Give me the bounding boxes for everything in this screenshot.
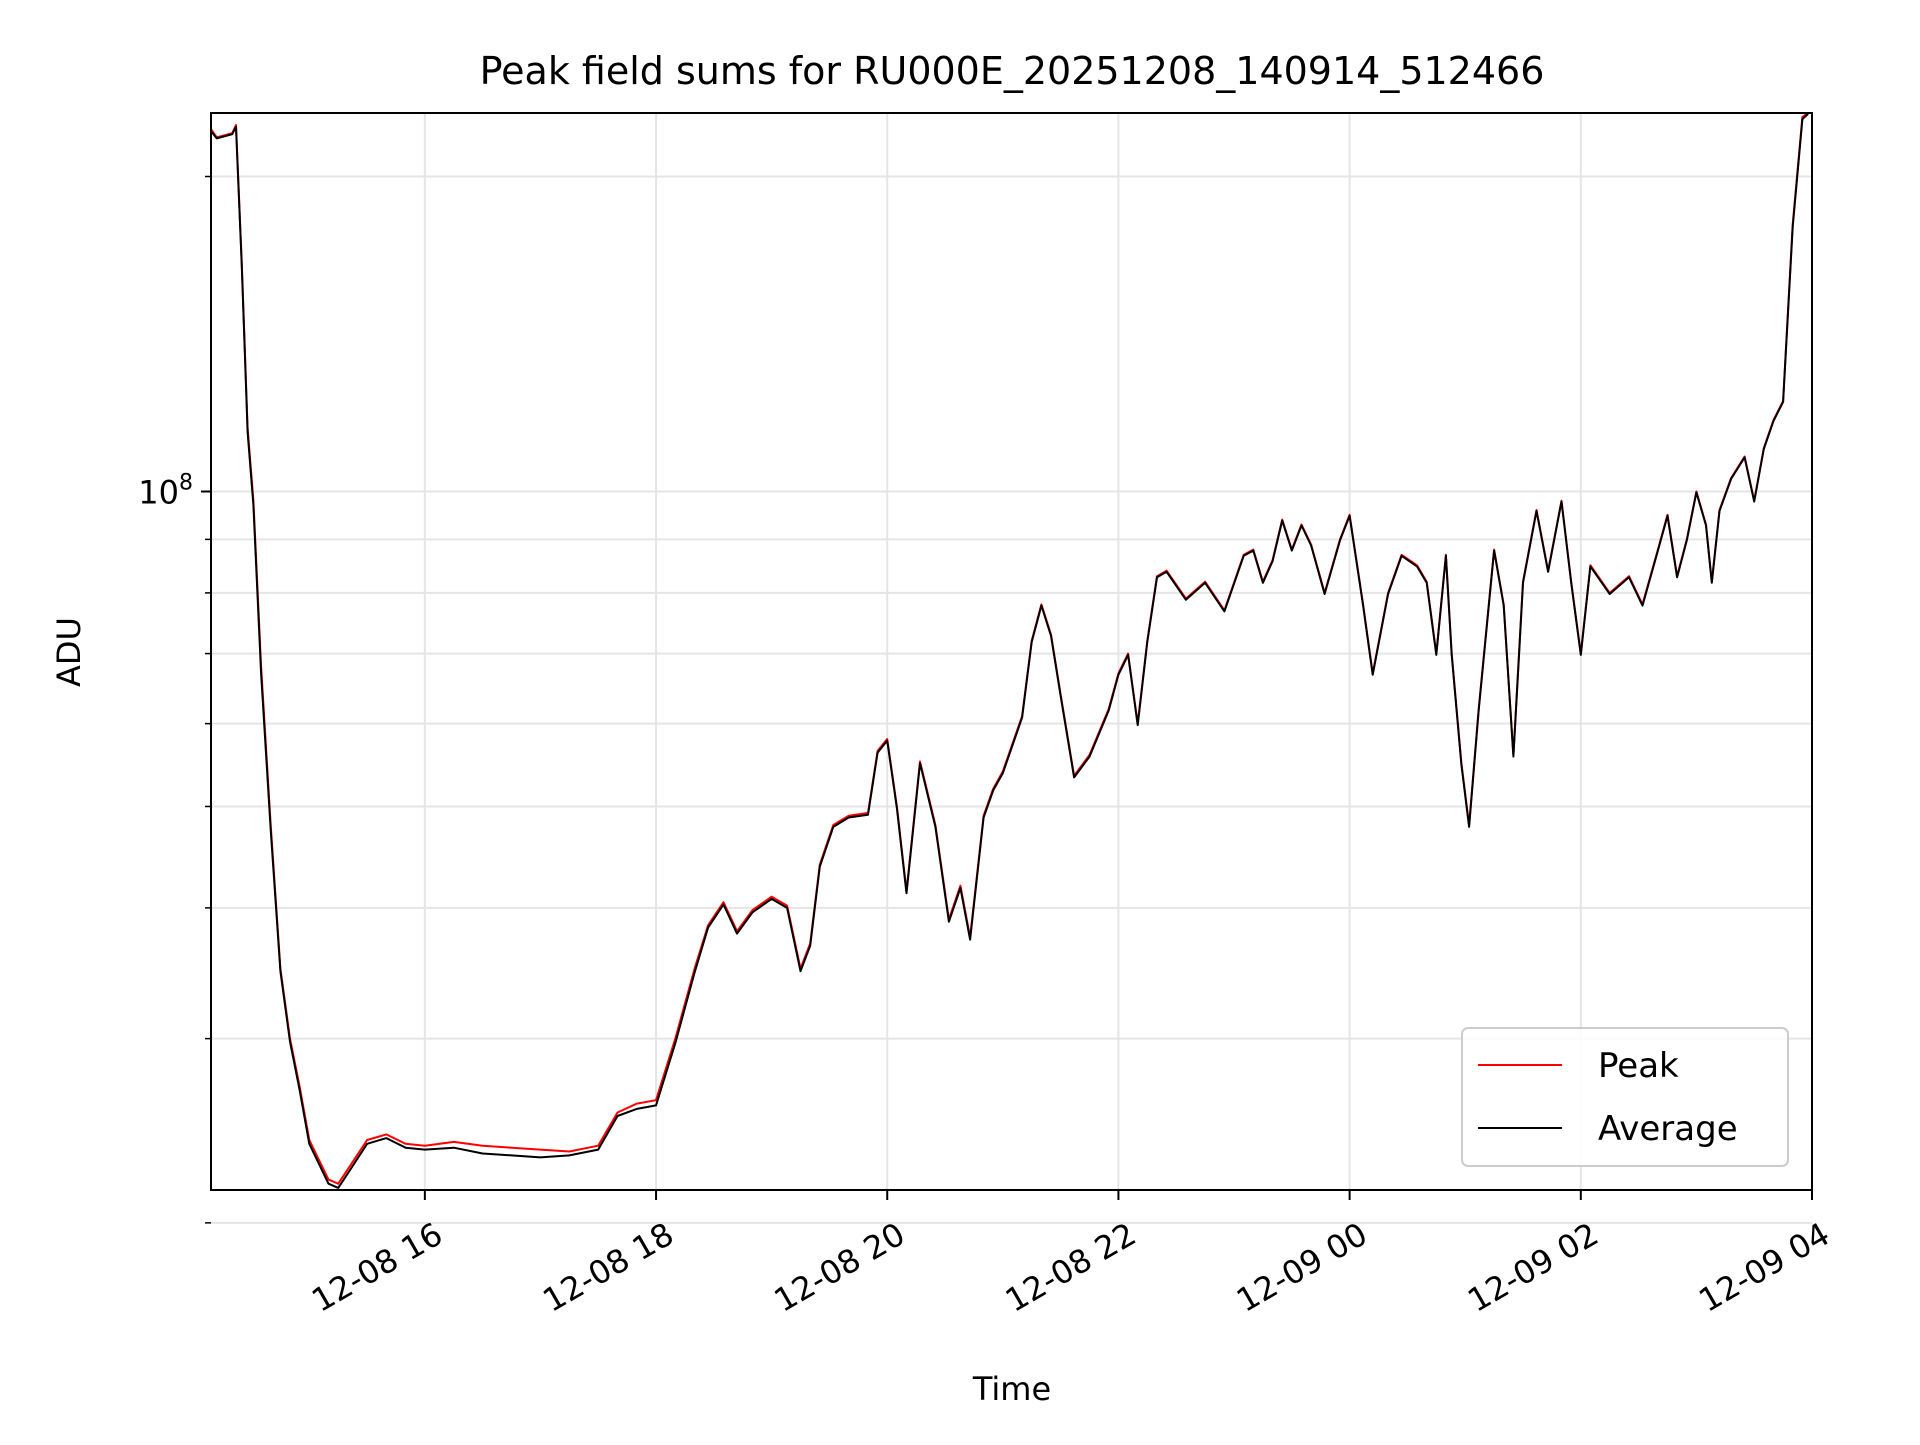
series-line-average: [211, 113, 1809, 1189]
chart-title: Peak field sums for RU000E_20251208_1409…: [480, 49, 1545, 93]
plot-frame: [210, 112, 1813, 1191]
y-axis-label: ADU: [50, 617, 88, 687]
series-layer: [211, 113, 1809, 1189]
legend-box: [1461, 1027, 1789, 1167]
x-axis-label: Time: [972, 1370, 1051, 1408]
legend: Peak Average: [1461, 1027, 1789, 1167]
legend-label-peak: Peak: [1598, 1046, 1679, 1086]
legend-label-average: Average: [1598, 1109, 1738, 1149]
y-tick-label: 108: [138, 470, 193, 511]
